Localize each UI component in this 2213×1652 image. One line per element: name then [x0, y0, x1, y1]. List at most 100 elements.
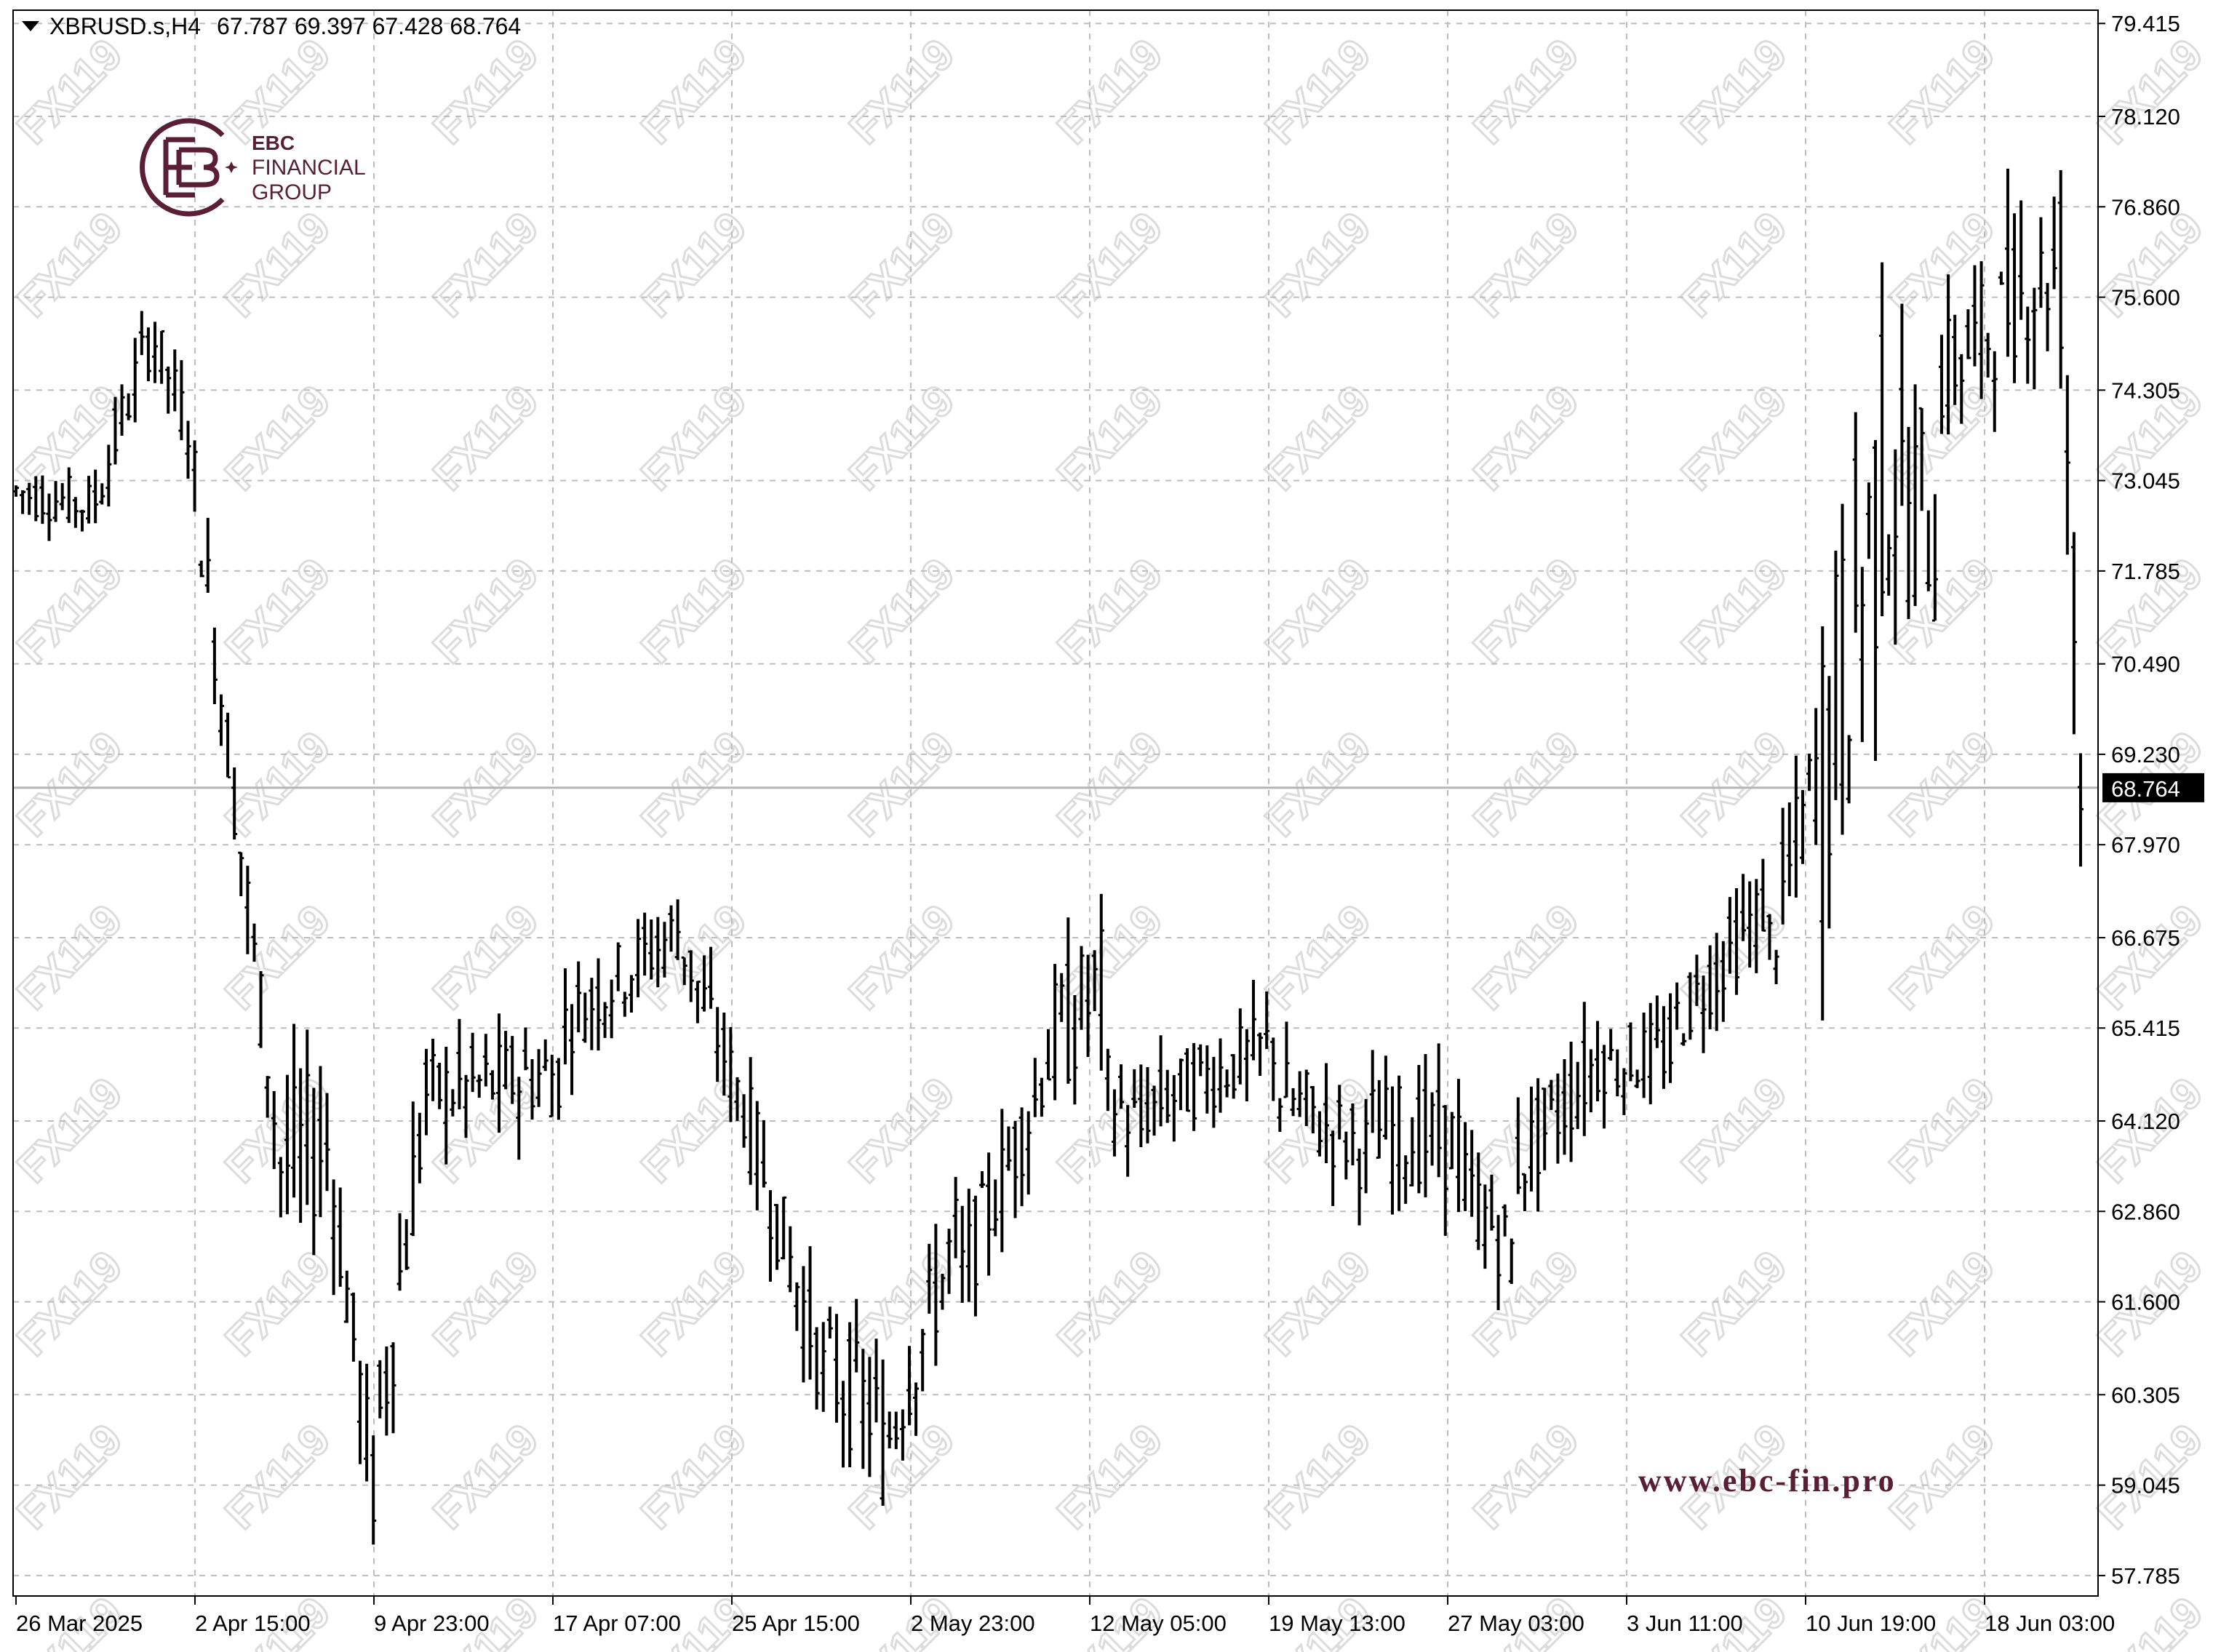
watermark-text: FX119	[1256, 548, 1379, 672]
ohlc-bar	[1873, 439, 1879, 761]
watermark-text: FX119	[631, 1241, 755, 1365]
ohlc-bar	[899, 1409, 906, 1461]
ohlc-bar	[642, 912, 648, 976]
ohlc-bar	[1356, 1148, 1363, 1226]
axes: 79.415 78.120 76.860 75.600 74.305 73.045 71.7…	[12, 9, 2204, 1636]
dropdown-triangle-icon[interactable]	[22, 20, 39, 31]
ohlc-bar	[2064, 375, 2070, 555]
ohlc-bar	[701, 955, 707, 1012]
ohlc-bar	[1502, 1204, 1508, 1237]
ohlc-bar	[1912, 384, 1918, 607]
ohlc-bar	[1018, 1107, 1025, 1207]
y-tick-label: 60.305	[2111, 1382, 2180, 1408]
ohlc-bar	[1243, 1029, 1250, 1102]
ohlc-bar	[1806, 754, 1813, 791]
watermark-text: FX119	[1672, 722, 1795, 845]
watermark-text: FX119	[423, 722, 547, 845]
y-tick-label: 71.785	[2111, 559, 2180, 584]
ohlc-bar	[1012, 1121, 1018, 1218]
ohlc-bar	[853, 1298, 860, 1373]
ohlc-bar	[1416, 1065, 1422, 1194]
x-tick-label: 26 Mar 2025	[16, 1611, 143, 1636]
ohlc-bar	[1594, 1021, 1600, 1101]
ohlc-bar	[522, 1027, 529, 1071]
ohlc-bar	[1098, 893, 1104, 1071]
ohlc-bar	[1290, 1088, 1296, 1117]
ohlc-bar	[1448, 1112, 1455, 1170]
close-price: 68.764	[450, 13, 522, 39]
ohlc-bar	[1561, 1059, 1568, 1155]
watermark-text: FX119	[1880, 1414, 2003, 1538]
watermark-text: FX119	[423, 202, 547, 326]
ohlc-bar	[1726, 897, 1733, 974]
y-tick-label: 74.305	[2111, 378, 2180, 403]
ohlc-bar	[1191, 1042, 1197, 1131]
ohlc-bar	[1852, 412, 1859, 633]
ohlc-bar	[145, 327, 151, 382]
ohlc-bar	[403, 1218, 410, 1270]
high-price: 69.397	[294, 13, 366, 39]
ohlc-bar	[1508, 1238, 1515, 1285]
ohlc-bar	[1482, 1184, 1488, 1269]
ohlc-bar	[105, 444, 112, 507]
symbol-header: XBRUSD.s,H4 67.787 69.397 67.428 68.764	[22, 13, 521, 40]
ohlc-bar	[939, 1274, 946, 1310]
watermark-text: FX119	[1880, 722, 2003, 845]
ohlc-bar	[1403, 1155, 1409, 1204]
y-tick-label: 67.970	[2111, 832, 2180, 858]
ohlc-bar	[1574, 1061, 1581, 1130]
ohlc-bar	[1283, 1021, 1290, 1098]
ohlc-bar	[1005, 1126, 1012, 1171]
ohlc-bar	[1713, 933, 1720, 1031]
ohlc-bar	[450, 1089, 456, 1117]
ohlc-bar	[496, 1013, 503, 1133]
watermark-text: FX119	[7, 1414, 131, 1538]
ohlc-bar	[516, 1077, 522, 1160]
ohlc-bar	[277, 1157, 284, 1218]
ohlc-bar	[1779, 807, 1786, 925]
ohlc-bar	[833, 1314, 840, 1423]
ohlc-bar	[1793, 755, 1799, 898]
ohlc-bar	[1766, 914, 1773, 960]
ohlc-bar	[1396, 1075, 1403, 1211]
ohlc-bar	[681, 956, 687, 986]
ohlc-bar	[602, 1002, 608, 1038]
ohlc-bar	[621, 991, 628, 1017]
ohlc-bar	[1369, 1050, 1376, 1133]
watermark-text: FX119	[1048, 722, 1171, 845]
ohlc-bar	[1217, 1038, 1224, 1113]
price-bars	[13, 168, 2084, 1545]
watermark-text: FX119	[1464, 548, 1587, 672]
ohlc-bar	[1581, 1002, 1587, 1136]
ohlc-bar	[2018, 200, 2025, 320]
ohlc-bar	[1640, 1012, 1647, 1098]
ohlc-bar	[1760, 858, 1766, 932]
ohlc-bar	[1257, 1032, 1264, 1076]
ohlc-bar	[304, 1029, 311, 1205]
ohlc-bar	[747, 1057, 754, 1185]
ohlc-bar	[482, 1034, 489, 1087]
ohlc-bar	[1958, 354, 1965, 424]
brand-logo: EBC FINANCIAL GROUP	[128, 109, 404, 226]
ohlc-bar	[469, 1032, 476, 1093]
ohlc-bar	[59, 483, 65, 511]
ohlc-bar	[1826, 676, 1833, 929]
ohlc-bar	[1343, 1131, 1349, 1180]
ohlc-bar	[1422, 1054, 1429, 1198]
ohlc-bar	[244, 866, 251, 954]
ohlc-bar	[741, 1094, 747, 1148]
ohlc-bar	[1667, 993, 1674, 1083]
ohlc-bar	[1488, 1174, 1495, 1231]
watermark-text: FX119	[1464, 202, 1587, 326]
ohlc-bar	[165, 366, 172, 414]
ohlc-bar	[1634, 1069, 1640, 1088]
ohlc-bar	[99, 483, 105, 505]
watermark-text: FX119	[1256, 722, 1379, 845]
watermark-text: FX119	[1048, 548, 1171, 672]
ohlc-bar	[535, 1049, 542, 1107]
ohlc-bar	[79, 509, 85, 532]
watermark-text: FX119	[215, 548, 339, 672]
ohlc-bar	[436, 1063, 443, 1109]
